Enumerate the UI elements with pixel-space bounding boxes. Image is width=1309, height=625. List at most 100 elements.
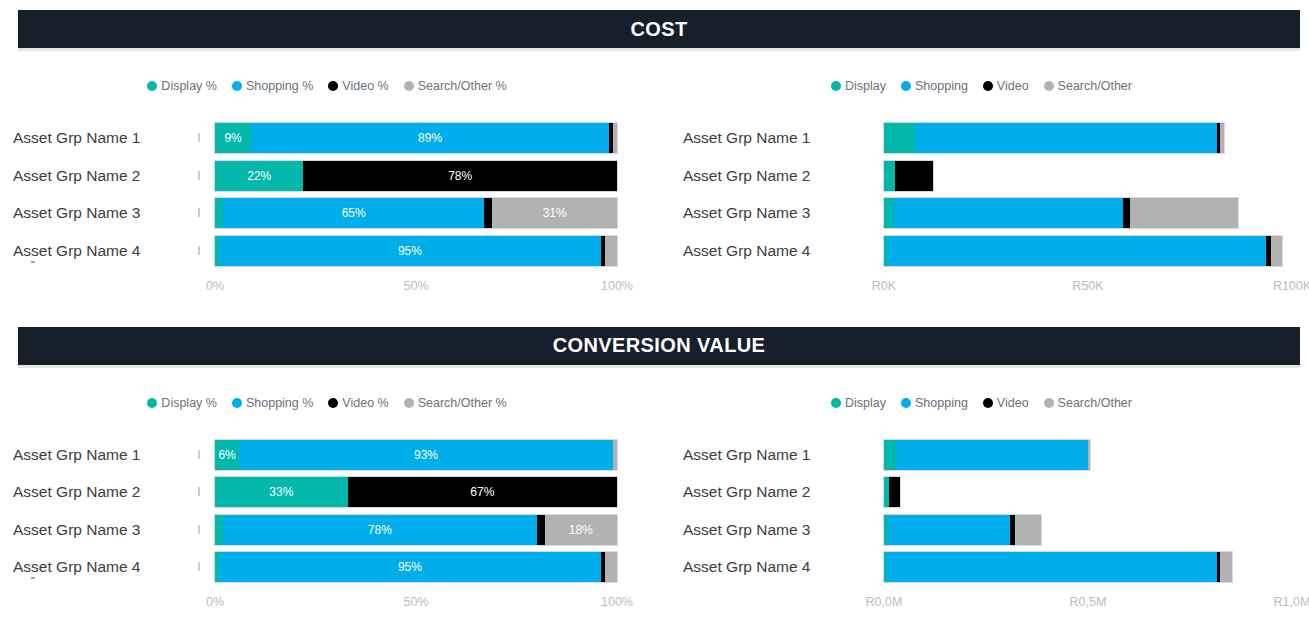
plot-area (884, 477, 1292, 507)
legend-item-video[interactable]: Video % (328, 79, 388, 93)
stacked-bar (884, 161, 933, 191)
bar-segment-video[interactable] (889, 477, 900, 507)
data-label: 89% (418, 131, 442, 145)
bar-segment-search_other[interactable] (1015, 515, 1042, 545)
plot-area (884, 123, 1292, 153)
axis-tick-label: R1,0M (1274, 595, 1309, 609)
legend-item-shopping[interactable]: Shopping (901, 79, 968, 93)
category-label: Asset Grp Name 2 (0, 161, 215, 191)
bar-segment-search_other[interactable] (613, 123, 617, 153)
stacked-bar (884, 440, 1090, 470)
legend-item-display[interactable]: Display % (147, 396, 217, 410)
chart-legend: Display % Shopping % Video % Search/Other % (0, 395, 654, 411)
bar-segment-shopping[interactable] (886, 552, 1216, 582)
bar-segment-display[interactable] (884, 123, 915, 153)
bar-segment-shopping[interactable] (915, 123, 1217, 153)
bar-segment-shopping[interactable] (887, 236, 1266, 266)
bar-segment-search_other[interactable] (605, 552, 617, 582)
stacked-bar: 22% 78% (215, 161, 617, 191)
legend-label: Shopping (915, 396, 968, 410)
data-label: 33% (269, 485, 293, 499)
bar-segment-shopping[interactable]: 65% (223, 198, 484, 228)
video-legend-dot-icon (328, 81, 338, 91)
bar-segment-search_other[interactable] (613, 440, 617, 470)
bar-segment-shopping[interactable] (888, 515, 1010, 545)
legend-item-shopping[interactable]: Shopping % (232, 79, 313, 93)
stacked-bar (884, 236, 1282, 266)
legend-label: Search/Other % (418, 396, 507, 410)
bar-segment-search_other[interactable]: 31% (492, 198, 617, 228)
category-label: Asset Grp Name 4 (0, 236, 215, 266)
legend-item-search_other[interactable]: Search/Other (1044, 79, 1132, 93)
bar-segment-search_other[interactable] (605, 236, 617, 266)
bar-row: Asset Grp Name 2 (654, 477, 1309, 507)
bar-segment-shopping[interactable] (896, 440, 1088, 470)
chart-axis: 0%50%100% (215, 595, 617, 610)
bar-segment-video[interactable] (1123, 198, 1130, 228)
legend-item-search_other[interactable]: Search/Other % (404, 79, 507, 93)
legend-item-video[interactable]: Video (983, 396, 1029, 410)
legend-item-search_other[interactable]: Search/Other (1044, 396, 1132, 410)
bar-segment-search_other[interactable] (1088, 440, 1090, 470)
legend-item-display[interactable]: Display (831, 396, 886, 410)
legend-label: Shopping % (246, 79, 313, 93)
shopping-legend-dot-icon (901, 398, 911, 408)
legend-label: Video % (342, 79, 388, 93)
legend-item-shopping[interactable]: Shopping % (232, 396, 313, 410)
bar-segment-video[interactable] (895, 161, 934, 191)
bar-segment-video[interactable] (484, 198, 492, 228)
cost-value-chart: Display Shopping Video Search/Other Asset G… (654, 48, 1309, 294)
bar-segment-display[interactable] (884, 198, 893, 228)
bar-segment-display[interactable]: 33% (215, 477, 348, 507)
chart-axis: 0%50%100% (215, 279, 617, 294)
bar-row: Asset Grp Name 3 (654, 198, 1309, 228)
cost-percent-chart: Display % Shopping % Video % Search/Other %… (0, 48, 654, 294)
legend-label: Display % (161, 79, 217, 93)
legend-item-display[interactable]: Display % (147, 79, 217, 93)
chart-legend: Display % Shopping % Video % Search/Other % (0, 78, 654, 94)
display-legend-dot-icon (147, 398, 157, 408)
bar-segment-display[interactable] (884, 440, 896, 470)
bar-segment-shopping[interactable]: 95% (219, 236, 601, 266)
bar-segment-search_other[interactable] (1220, 123, 1224, 153)
stacked-bar: 9% 89% (215, 123, 617, 153)
legend-item-video[interactable]: Video (983, 79, 1029, 93)
bar-segment-display[interactable] (215, 198, 223, 228)
bar-segment-shopping[interactable]: 93% (239, 440, 613, 470)
bar-segment-display[interactable]: 9% (215, 123, 251, 153)
data-label: 78% (448, 169, 472, 183)
legend-label: Video (997, 396, 1029, 410)
bar-segment-shopping[interactable]: 78% (223, 515, 537, 545)
chart-axis: R0,0MR0,5MR1,0M (884, 595, 1292, 610)
bar-segment-shopping[interactable]: 95% (219, 552, 601, 582)
category-label: Asset Grp Name 3 (654, 198, 884, 228)
bar-segment-search_other[interactable] (1130, 198, 1238, 228)
legend-label: Display (845, 396, 886, 410)
bar-segment-display[interactable] (884, 161, 895, 191)
legend-item-shopping[interactable]: Shopping (901, 396, 968, 410)
cost-section-title: COST (630, 18, 687, 41)
bar-segment-display[interactable]: 6% (215, 440, 239, 470)
bar-segment-video[interactable] (537, 515, 545, 545)
video-legend-dot-icon (983, 398, 993, 408)
bar-segment-display[interactable] (215, 515, 223, 545)
bar-segment-shopping[interactable] (893, 198, 1123, 228)
legend-item-search_other[interactable]: Search/Other % (404, 396, 507, 410)
bar-segment-video[interactable]: 78% (303, 161, 617, 191)
bar-segment-shopping[interactable]: 89% (251, 123, 609, 153)
bar-segment-search_other[interactable] (1271, 236, 1282, 266)
data-label: 78% (368, 523, 392, 537)
legend-item-display[interactable]: Display (831, 79, 886, 93)
search_other-legend-dot-icon (1044, 81, 1054, 91)
axis-tick-label: 100% (601, 595, 633, 609)
bar-segment-search_other[interactable] (1220, 552, 1232, 582)
legend-item-video[interactable]: Video % (328, 396, 388, 410)
bar-segment-video[interactable]: 67% (348, 477, 617, 507)
category-label: Asset Grp Name 1 (654, 123, 884, 153)
plot-area: 95% (215, 552, 617, 582)
bar-segment-display[interactable]: 22% (215, 161, 303, 191)
bar-row: Asset Grp Name 222% 78% (0, 161, 654, 191)
data-label: 18% (569, 523, 593, 537)
bar-segment-search_other[interactable]: 18% (545, 515, 617, 545)
axis-tick-label: R100K (1273, 279, 1309, 293)
